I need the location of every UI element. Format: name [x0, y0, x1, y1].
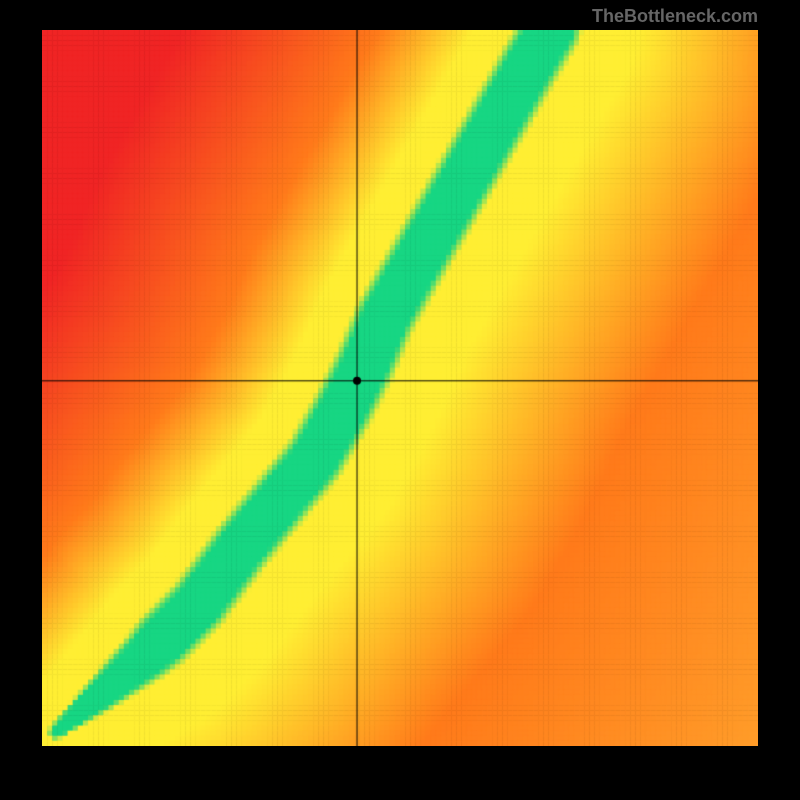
- watermark-text: TheBottleneck.com: [592, 6, 758, 27]
- heatmap-plot: [42, 30, 758, 746]
- heatmap-canvas: [42, 30, 758, 746]
